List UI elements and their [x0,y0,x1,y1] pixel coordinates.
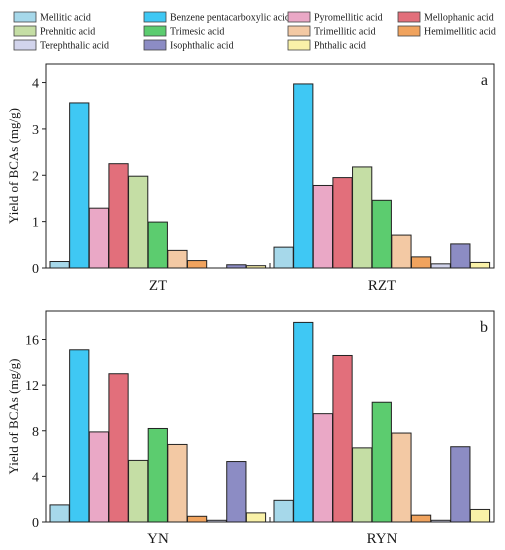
bar-ryn-hemimellitic-acid [410,514,432,523]
y-tick-label: 8 [32,425,39,440]
bar-zt-hemimellitic-acid [186,260,208,269]
legend-label: Mellophanic acid [424,13,494,24]
legend-item-pyromellitic-acid: Pyromellitic acid [287,11,383,24]
bar-yn-prehnitic-acid [128,459,149,523]
bar-zt-trimesic-acid [147,221,168,269]
legend-swatch [143,25,167,37]
bar-yn-mellophanic-acid [108,373,129,523]
y-tick-label: 0 [32,262,39,277]
legend-swatch [287,11,311,23]
bar-rzt-phthalic-acid [469,261,491,269]
bar-rzt-prehnitic-acid [352,166,373,269]
legend-label: Trimellitic acid [314,27,376,38]
category-label-zt: ZT [149,278,167,294]
bar-rzt-mellophanic-acid [332,177,353,269]
panel-b-chart: 0 4 8 12 16 YN RYN Yield of BCAs (mg/g) b [6,310,495,547]
legend-swatch [143,11,167,23]
y-tick-label: 0 [32,516,39,531]
bar-rzt-trimellitic-acid [391,234,412,269]
legend-swatch [13,39,37,51]
category-label-yn: YN [147,531,169,547]
bar-ryn-phthalic-acid [469,508,491,523]
bar-yn-trimesic-acid [147,427,168,523]
bar-zt-benzene-pentacarboxylic-acid [69,102,90,269]
bar-yn-trimellitic-acid [167,443,188,523]
legend-swatch [143,39,167,51]
legend-swatch [13,25,37,37]
legend-item-benzene-pentacarboxylic-acid: Benzene pentacarboxylic acid [143,11,290,24]
legend-item-prehnitic-acid: Prehnitic acid [13,25,95,38]
bar-rzt-trimesic-acid [371,199,392,269]
y-axis-title: Yield of BCAs (mg/g) [6,359,21,475]
legend-item-isophthalic-acid: Isophthalic acid [143,39,234,52]
legend-label: Mellitic acid [40,13,91,24]
legend-item-phthalic-acid: Phthalic acid [287,39,366,52]
bar-rzt-terephthalic-acid [430,263,451,269]
bar-rzt-benzene-pentacarboxylic-acid [293,83,314,269]
y-tick-label: 1 [32,216,39,231]
bar-yn-benzene-pentacarboxylic-acid [69,349,90,523]
panel-label: b [480,319,488,336]
panel-a-chart: 0 1 2 3 4 ZT RZT Yield of BCAs (mg/g) a [6,63,495,294]
legend-swatch [287,39,311,51]
y-tick-label: 12 [25,379,39,394]
bar-ryn-mellitic-acid [273,499,294,523]
legend-label: Trimesic acid [170,27,224,38]
bar-zt-trimellitic-acid [167,249,188,269]
bar-zt-prehnitic-acid [128,175,149,269]
bar-ryn-trimesic-acid [371,401,392,523]
bar-ryn-benzene-pentacarboxylic-acid [293,321,314,523]
panel-label: a [481,72,488,89]
legend-label: Terephthalic acid [40,41,109,52]
bar-rzt-pyromellitic-acid [312,184,334,269]
legend-label: Benzene pentacarboxylic acid [170,13,290,24]
bar-rzt-isophthalic-acid [450,243,471,269]
y-tick-label: 3 [32,123,39,138]
bar-ryn-pyromellitic-acid [312,413,334,523]
bar-ryn-trimellitic-acid [391,432,412,523]
category-label-rzt: RZT [368,278,396,294]
legend-swatch [287,25,311,37]
legend-label: Prehnitic acid [40,27,95,38]
bar-ryn-prehnitic-acid [352,447,373,523]
legend-label: Isophthalic acid [170,41,234,52]
legend: Mellitic acid Benzene pentacarboxylic aci… [13,11,496,52]
y-tick-label: 2 [32,169,39,184]
bar-yn-pyromellitic-acid [88,431,110,523]
bar-zt-pyromellitic-acid [88,207,110,269]
legend-swatch [397,25,421,37]
legend-label: Phthalic acid [314,41,366,52]
category-label-ryn: RYN [367,531,398,547]
legend-item-hemimellitic-acid: Hemimellitic acid [397,25,496,38]
bar-yn-isophthalic-acid [226,461,247,523]
bar-yn-phthalic-acid [245,512,267,523]
bar-rzt-hemimellitic-acid [410,256,432,269]
y-tick-label: 4 [32,77,39,92]
legend-item-mellophanic-acid: Mellophanic acid [397,11,494,24]
y-axis-title: Yield of BCAs (mg/g) [6,108,21,224]
bar-rzt-mellitic-acid [273,246,294,269]
y-tick-label: 4 [32,470,39,485]
legend-swatch [13,11,37,23]
bar-zt-mellophanic-acid [108,163,129,269]
legend-label: Hemimellitic acid [424,27,496,38]
legend-swatch [397,11,421,23]
legend-item-terephthalic-acid: Terephthalic acid [13,39,109,52]
bar-yn-mellitic-acid [49,504,70,523]
y-tick-label: 16 [25,334,39,349]
legend-label: Pyromellitic acid [314,13,383,24]
bar-zt-mellitic-acid [49,261,70,269]
bar-ryn-isophthalic-acid [450,446,471,523]
legend-item-trimellitic-acid: Trimellitic acid [287,25,376,38]
legend-item-mellitic-acid: Mellitic acid [13,11,91,24]
legend-item-trimesic-acid: Trimesic acid [143,25,224,38]
bar-yn-hemimellitic-acid [186,515,208,523]
bar-ryn-mellophanic-acid [332,354,353,523]
